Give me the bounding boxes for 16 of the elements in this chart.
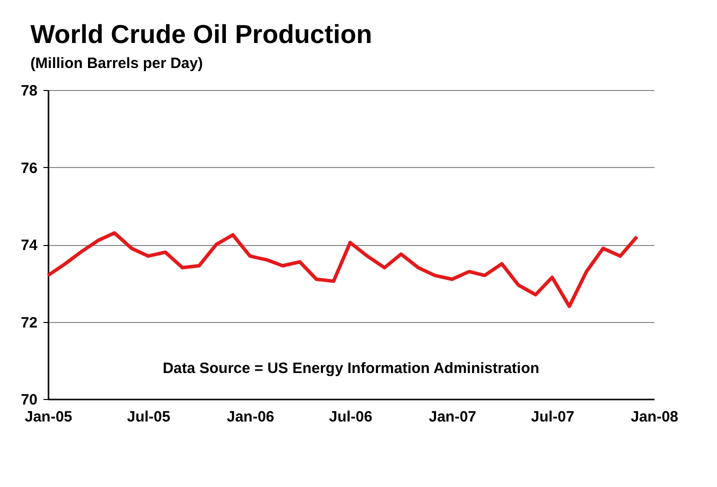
x-tick-label: Jul-07 [530,408,574,426]
y-tick-label: 74 [20,237,38,254]
y-tick-label: 78 [20,82,38,100]
x-tick-label: Jan-06 [226,408,274,426]
x-tick-label: Jan-08 [630,408,678,426]
chart-title: World Crude Oil Production [30,19,372,49]
x-tick-label: Jan-07 [428,408,476,426]
x-tick-label: Jan-05 [24,408,72,426]
y-tick-label: 76 [20,160,38,177]
y-tick-label: 70 [20,392,38,408]
x-tick-label: Jul-05 [126,408,170,426]
line-series [46,231,639,308]
annotation: Data Source = US Energy Information Administration [162,360,540,377]
chart-subtitle: (Million Barrels per Day) [30,55,203,72]
y-tick-label: 72 [20,314,38,332]
x-tick-label: Jul-06 [328,408,372,426]
